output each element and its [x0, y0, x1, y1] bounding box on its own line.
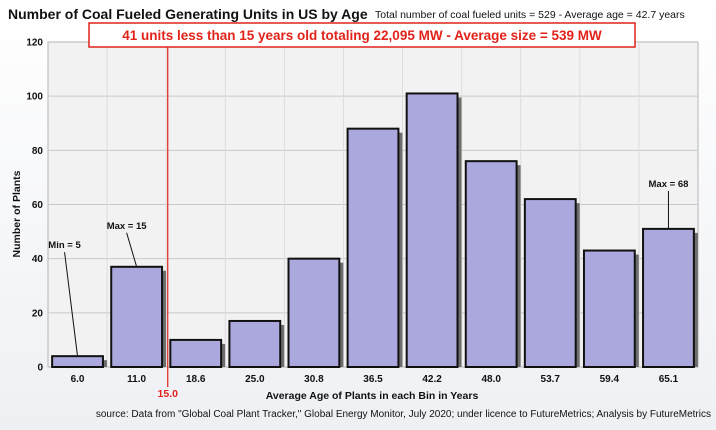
x-tick-label: 6.0 [71, 374, 85, 385]
x-axis-ticks: 6.0 11.0 18.6 25.0 30.8 36.5 42.2 48.0 53.7 59.4 6… [71, 374, 679, 385]
x-tick-label: 18.6 [186, 374, 206, 385]
reference-line-group: 15.0 [158, 47, 179, 400]
banner-box [88, 22, 636, 48]
bar [110, 265, 164, 368]
bar [642, 227, 695, 368]
x-tick-label: 59.4 [600, 374, 620, 385]
gridlines [48, 42, 698, 367]
y-tick-label: 100 [26, 92, 43, 103]
bar [464, 160, 518, 368]
y-axis-label: Number of Plants [11, 170, 23, 257]
bar [51, 355, 104, 368]
y-axis-ticks: 0 20 40 60 80 100 120 [26, 38, 43, 374]
bar [228, 319, 282, 369]
x-axis-label: Average Age of Plants in each Bin in Yea… [266, 390, 479, 402]
x-tick-label: 36.5 [363, 374, 383, 385]
y-tick-label: 40 [32, 254, 44, 265]
y-tick-label: 20 [32, 308, 44, 319]
x-tick-label: 48.0 [481, 374, 501, 385]
x-tick-label: 30.8 [304, 374, 324, 385]
source-note: source: Data from "Global Coal Plant Tra… [96, 409, 711, 420]
chart-subtitle: Total number of coal fueled units = 529 … [375, 9, 685, 21]
y-tick-label: 80 [32, 146, 44, 157]
bar [169, 338, 223, 368]
annotation-leader-line [126, 232, 138, 267]
bar [346, 127, 400, 368]
reference-line-label: 15.0 [158, 388, 179, 400]
banner-text: 41 units less than 15 years old totaling… [122, 28, 602, 43]
x-tick-label: 25.0 [245, 374, 265, 385]
x-tick-label: 42.2 [422, 374, 442, 385]
bar [405, 92, 459, 368]
y-tick-label: 0 [37, 363, 43, 374]
annotation-leader-line [64, 252, 79, 357]
x-tick-label: 11.0 [127, 374, 146, 385]
bars [51, 92, 698, 369]
bar [287, 257, 341, 368]
annotation-label: Max = 68 [649, 179, 689, 190]
y-tick-label: 60 [32, 200, 44, 211]
annotation-label: Max = 15 [107, 221, 148, 232]
annotations: Min = 5 Max = 15 Max = 68 [48, 179, 689, 357]
annotation-label: Min = 5 [48, 240, 81, 251]
y-tick-label: 120 [26, 38, 43, 49]
bar [523, 198, 577, 368]
x-tick-label: 53.7 [541, 374, 561, 385]
x-tick-label: 65.1 [659, 374, 679, 385]
bar [582, 249, 636, 369]
chart-title: Number of Coal Fueled Generating Units i… [8, 6, 368, 22]
